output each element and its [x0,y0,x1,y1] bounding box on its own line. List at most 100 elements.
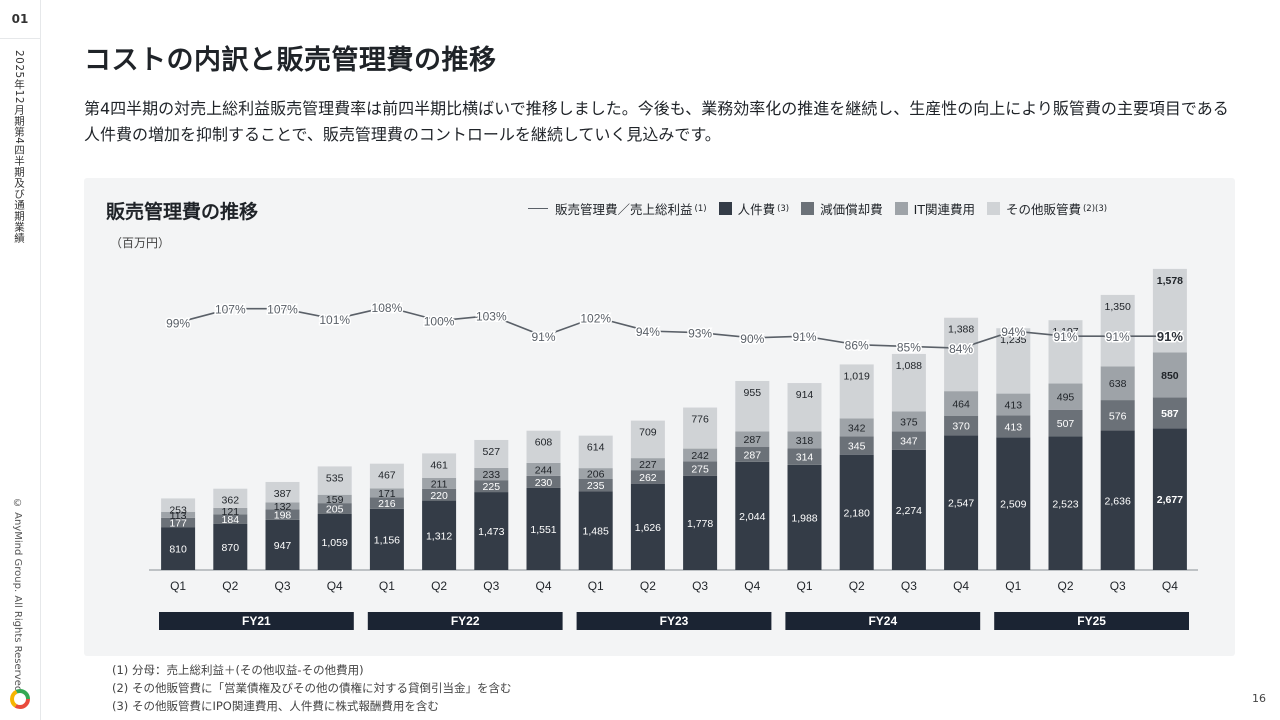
x-tick-label: Q3 [1110,579,1126,593]
x-tick-label: Q1 [379,579,395,593]
bar-segment [944,391,979,416]
ratio-label: 102% [580,311,611,325]
lead-text: 第4四半期の対売上総利益販売管理費率は前四半期比横ばいで推移しました。今後も、業… [84,99,1229,144]
data-label: 342 [848,422,866,434]
legend-note: (3) [777,203,790,214]
bar-segment [891,411,926,432]
bar-segment [996,437,1031,570]
data-label: 495 [1057,392,1075,404]
data-label: 198 [274,510,292,522]
x-tick-label: Q4 [535,579,551,593]
data-label: 464 [952,398,970,410]
data-label: 275 [691,464,709,476]
data-label: 614 [587,442,605,454]
data-label: 507 [1057,418,1075,430]
bar-segment [526,462,561,476]
ratio-label: 103% [476,310,507,324]
ratio-label: 100% [424,315,455,329]
data-label: 171 [378,488,396,500]
data-label: 216 [378,498,396,510]
data-label: 413 [1005,400,1023,412]
data-label: 262 [639,472,657,484]
bar-segment [1100,400,1135,431]
x-tick-label: Q1 [170,579,186,593]
bar-segment [474,467,509,481]
bar-segment [422,488,457,501]
bar-segment [787,383,822,432]
data-label: 205 [326,504,344,516]
data-label: 1,626 [635,522,661,534]
page-number: 16 [1252,692,1266,705]
ratio-label: 86% [845,339,869,353]
data-label: 244 [535,464,553,476]
bar-segment [839,418,874,437]
data-label: 709 [639,427,657,439]
bar-segment [1048,383,1083,410]
bar-segment [317,494,352,504]
data-label: 211 [431,478,448,490]
bar-segment [787,464,822,570]
unit-label: （百万円） [110,236,171,250]
bar-segment [213,523,248,570]
data-label: 810 [169,544,187,556]
bar-segment [213,507,248,515]
chart-title: 販売管理費の推移 [106,201,259,223]
x-tick-label: Q2 [640,579,656,593]
bar-segment [891,431,926,450]
data-label: 184 [222,514,240,526]
data-label: 1,578 [1157,275,1183,287]
swatch-icon [894,202,908,215]
bar-segment [369,508,404,570]
section-number: 01 [0,0,40,39]
ratio-label: 90% [740,332,764,346]
bar-segment [578,491,613,570]
ratio-label: 84% [949,342,973,356]
data-label: 121 [222,506,240,518]
ratio-label: 91% [1106,330,1130,344]
data-label: 1,778 [687,518,713,530]
bar-segment [317,513,352,570]
bar-segment [265,519,300,570]
bar-segment [630,458,665,471]
bar-segment [578,479,613,492]
bar-segment [630,483,665,570]
data-label: 345 [848,441,866,453]
bar-segment [630,470,665,484]
data-label: 1,312 [426,530,452,542]
ratio-label: 99% [166,316,190,330]
ratio-label: 91% [531,330,555,344]
bar-segment [1152,428,1187,570]
x-tick-label: Q3 [483,579,499,593]
bar-segment [369,488,404,498]
bar-segment [422,453,457,478]
anymind-logo-icon [10,689,30,709]
data-label: 132 [274,501,292,513]
bar-segment [735,380,770,432]
data-label: 608 [535,437,553,449]
ratio-label: 107% [267,303,298,317]
bar-segment [891,449,926,570]
data-label: 230 [535,477,553,489]
bar-segment [161,527,196,570]
bar-segment [996,393,1031,416]
bar-segment [526,475,561,488]
legend-item-it: IT関連費用 [894,199,975,218]
data-label: 233 [483,469,501,481]
copyright: © AnyMind Group. All Rights Reserved. [12,498,23,696]
x-tick-label: Q2 [1057,579,1073,593]
swatch-icon [801,202,815,215]
data-label: 776 [691,414,709,426]
fiscal-year-band [159,612,354,630]
x-tick-label: Q4 [1162,579,1178,593]
bar-segment [213,488,248,508]
bar-segment [996,328,1031,394]
fiscal-year-band [785,612,981,630]
data-label: 535 [326,472,344,484]
bar-segment [1100,366,1135,401]
ratio-line [177,306,1170,349]
bar-segment [630,420,665,459]
bar-segment [161,517,196,528]
data-label: 1,473 [478,526,504,538]
legend-item-other: その他販管費 (2)(3) [986,199,1107,218]
